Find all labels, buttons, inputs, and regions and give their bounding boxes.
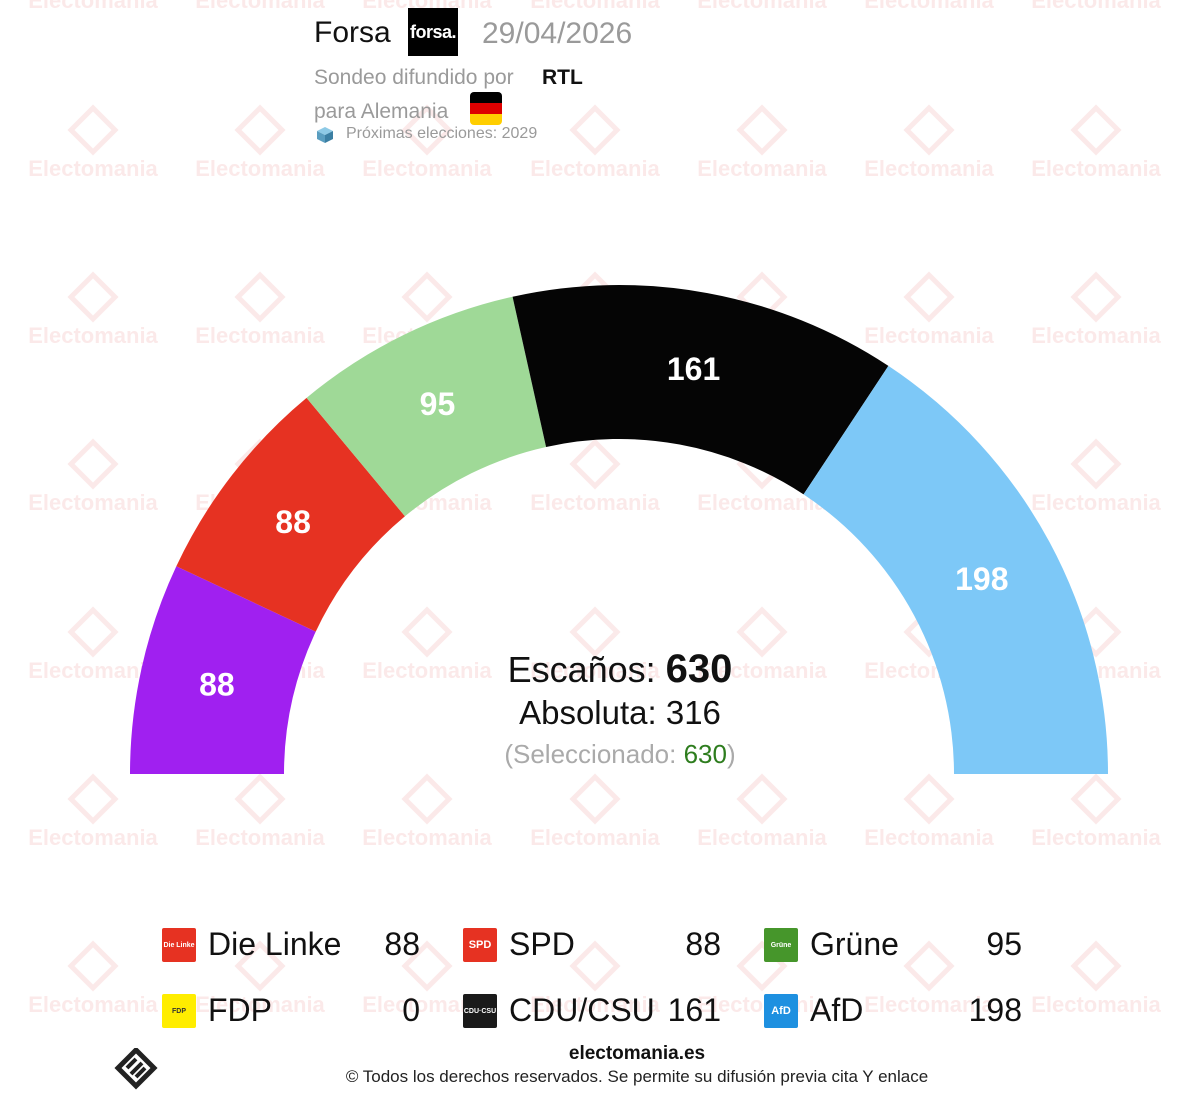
legend-party-seats: 0 <box>402 992 420 1028</box>
segment-label: 88 <box>275 504 311 540</box>
legend-item: Grüne Grüne 95 <box>764 926 1022 968</box>
segment-label: 88 <box>199 666 235 702</box>
selected-line: (Seleccionado: 630) <box>0 739 1200 770</box>
ballot-box-icon <box>317 127 333 143</box>
segment-label: 161 <box>667 351 720 387</box>
broadcast-prefix: Sondeo difundido por <box>314 66 514 89</box>
selected-close: ) <box>726 739 736 769</box>
party-logo-icon: SPD <box>463 928 497 962</box>
party-logo-icon: AfD <box>764 994 798 1028</box>
media-name: RTL <box>542 66 583 89</box>
selected-value: 630 <box>683 739 727 769</box>
footer-copyright: © Todos los derechos reservados. Se perm… <box>345 1067 929 1086</box>
legend-party-name: SPD <box>509 926 575 962</box>
segment-label: 198 <box>955 561 1008 597</box>
country-text: para Alemania <box>314 100 449 123</box>
legend-item: AfD AfD 198 <box>764 992 1022 1034</box>
legend-item: SPD SPD 88 <box>463 926 721 968</box>
absolute-majority: Absoluta: 316 <box>519 694 721 731</box>
legend-item: Die Linke Die Linke 88 <box>162 926 420 968</box>
legend-party-name: FDP <box>208 992 272 1028</box>
selected-open: (Seleccionado: <box>504 739 684 769</box>
legend-party-name: Grüne <box>810 926 899 962</box>
legend-party-seats: 95 <box>986 926 1022 962</box>
seats-value: 630 <box>665 647 733 691</box>
seats-line: Escaños: 630 <box>0 647 1200 692</box>
electomania-logo-icon <box>114 1048 158 1090</box>
hemicycle-segment <box>176 397 405 632</box>
pollster-logo: forsa. <box>408 8 458 56</box>
seats-label: Escaños: <box>507 649 656 690</box>
party-logo-icon: FDP <box>162 994 196 1028</box>
pollster-name: Forsa <box>314 16 391 49</box>
hemicycle-segment <box>306 296 547 517</box>
footer-site: electomania.es <box>568 1043 706 1064</box>
legend-item: CDU·CSU CDU/CSU 161 <box>463 992 721 1034</box>
legend-party-seats: 198 <box>968 992 1022 1028</box>
legend-item: FDP FDP 0 <box>162 992 420 1034</box>
segment-label: 95 <box>420 386 456 422</box>
legend-party-seats: 88 <box>685 926 721 962</box>
party-logo-icon: Die Linke <box>162 928 196 962</box>
legend-party-seats: 161 <box>667 992 721 1028</box>
party-logo-icon: CDU·CSU <box>463 994 497 1028</box>
hemicycle-segment <box>512 285 889 495</box>
hemicycle-segment <box>803 365 1108 774</box>
legend-party-seats: 88 <box>384 926 420 962</box>
legend-party-name: Die Linke <box>208 926 342 962</box>
next-elections: Próximas elecciones: 2029 <box>346 125 538 142</box>
poll-date: 29/04/2026 <box>482 17 633 50</box>
party-logo-icon: Grüne <box>764 928 798 962</box>
germany-flag-icon <box>470 92 502 125</box>
legend-party-name: AfD <box>810 992 864 1028</box>
hemicycle-segment <box>130 566 316 774</box>
legend-party-name: CDU/CSU <box>509 992 655 1028</box>
